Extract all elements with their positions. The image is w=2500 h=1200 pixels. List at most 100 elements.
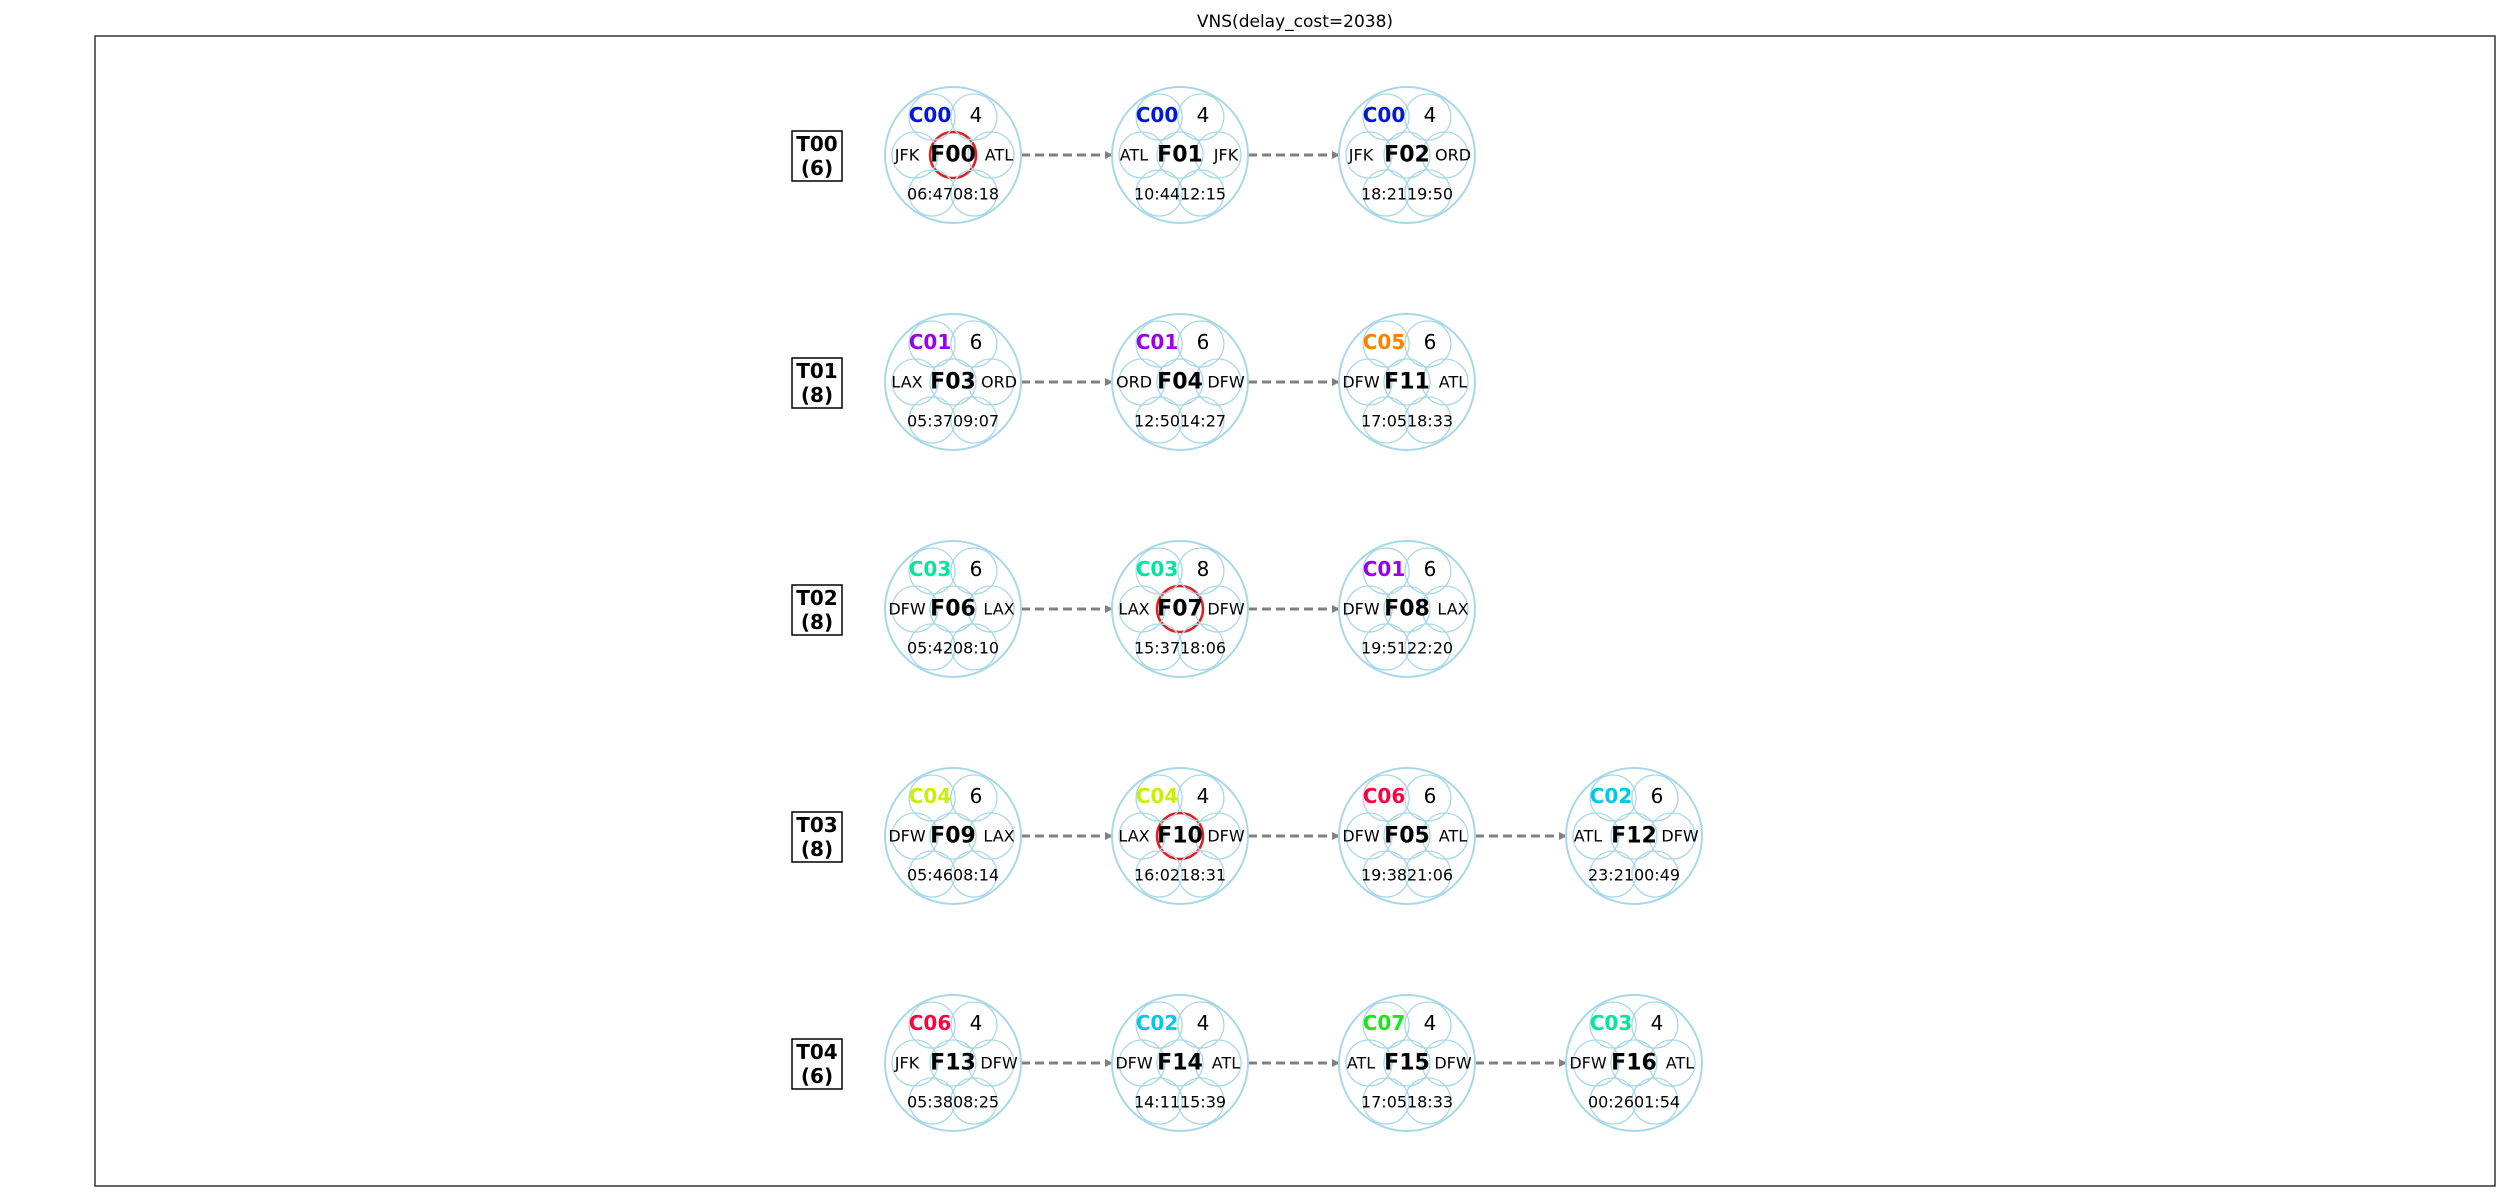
capacity: 6 [970,330,983,354]
flight-node: C06 4 JFK F13 DFW 05:38 08:25 [884,994,1022,1132]
destination-airport: LAX [983,600,1014,619]
crew-id: C04 [1136,784,1179,808]
flight-node: C06 6 DFW F05 ATL 19:38 21:06 [1338,767,1476,905]
crew-id: C03 [1590,1011,1633,1035]
crew-id: C06 [1363,784,1406,808]
flight-inner-circle [1135,396,1183,444]
flight-inner-circle [1631,1077,1679,1125]
arrival-time: 08:14 [953,866,999,885]
flight-outer-circle [1338,540,1476,678]
arrival-time: 09:07 [953,412,999,431]
flight-inner-circle [1135,850,1183,898]
flight-node: C02 6 ATL F12 DFW 23:21 00:49 [1565,767,1703,905]
flight-node: C01 6 DFW F08 LAX 19:51 22:20 [1338,540,1476,678]
destination-airport: DFW [980,1054,1018,1073]
truck-id: T01 [796,359,837,383]
flight-outer-circle [1111,86,1249,224]
flight-outer-circle [1338,767,1476,905]
destination-airport: DFW [1207,373,1245,392]
crew-id: C04 [909,784,952,808]
flight-id: F14 [1157,1051,1203,1076]
crew-id: C03 [909,557,952,581]
crew-id: C03 [1136,557,1179,581]
destination-airport: DFW [1434,1054,1472,1073]
destination-airport: JFK [1213,146,1239,165]
flight-id: F06 [930,597,976,622]
departure-time: 05:42 [907,639,953,658]
flight-inner-circle [1631,850,1679,898]
diagram-title: VNS(delay_cost=2038) [1197,12,1393,32]
origin-airport: DFW [1569,1054,1607,1073]
flight-inner-circle [1589,1077,1637,1125]
destination-airport: ATL [1439,373,1467,392]
flight-inner-circle [1610,812,1658,860]
flight-node: C05 6 DFW F11 ATL 17:05 18:33 [1338,313,1476,451]
origin-airport: JFK [1348,146,1374,165]
arrival-time: 08:25 [953,1093,999,1112]
crew-id: C01 [909,330,952,354]
crew-id: C01 [1136,330,1179,354]
origin-airport: DFW [1342,600,1380,619]
flight-id: F12 [1611,824,1657,849]
flight-inner-circle [908,1077,956,1125]
flight-node: C03 8 LAX F07 DFW 15:37 18:06 [1111,540,1249,678]
destination-airport: DFW [1207,600,1245,619]
origin-airport: ATL [1347,1054,1375,1073]
arrival-time: 18:33 [1407,1093,1453,1112]
flight-inner-circle [929,812,977,860]
flight-id: F00 [930,143,976,168]
departure-time: 19:51 [1361,639,1407,658]
flight-outer-circle [884,540,1022,678]
departure-time: 00:26 [1588,1093,1634,1112]
flight-inner-circle [1589,850,1637,898]
flight-id: F02 [1384,143,1430,168]
flight-outer-circle [1111,767,1249,905]
departure-time: 14:11 [1134,1093,1180,1112]
destination-airport: LAX [983,827,1014,846]
departure-time: 05:38 [907,1093,953,1112]
capacity: 6 [1651,784,1664,808]
destination-airport: ATL [985,146,1013,165]
flight-inner-circle [1177,1077,1225,1125]
truck-value: (8) [801,610,833,634]
truck-id: T03 [796,813,837,837]
crew-id: C07 [1363,1011,1406,1035]
flight-inner-circle [1155,811,1205,861]
flight-id: F07 [1157,597,1203,622]
flight-inner-circle [1383,131,1431,179]
crew-id: C06 [909,1011,952,1035]
capacity: 4 [970,1011,983,1035]
capacity: 4 [1651,1011,1664,1035]
flight-inner-circle [1362,623,1410,671]
flight-node: C03 4 DFW F16 ATL 00:26 01:54 [1565,994,1703,1132]
truck-label-box [791,811,843,863]
truck-label-box [791,130,843,182]
flight-inner-circle [1177,396,1225,444]
truck-id: T00 [796,132,837,156]
flight-inner-circle [1156,131,1204,179]
flight-inner-circle [1177,850,1225,898]
flight-node: C04 6 DFW F09 LAX 05:46 08:14 [884,767,1022,905]
flight-outer-circle [884,86,1022,224]
flight-inner-circle [950,623,998,671]
origin-airport: LAX [891,373,922,392]
departure-time: 12:50 [1134,412,1180,431]
origin-airport: ATL [1574,827,1602,846]
arrival-time: 18:31 [1180,866,1226,885]
origin-airport: DFW [1342,373,1380,392]
flight-inner-circle [1362,396,1410,444]
arrival-time: 14:27 [1180,412,1226,431]
arrival-time: 21:06 [1407,866,1453,885]
capacity: 6 [1424,784,1437,808]
arrival-time: 18:06 [1180,639,1226,658]
flight-id: F09 [930,824,976,849]
capacity: 4 [1424,1011,1437,1035]
capacity: 4 [970,103,983,127]
destination-airport: DFW [1661,827,1699,846]
flight-id: F08 [1384,597,1430,622]
flight-inner-circle [1362,1077,1410,1125]
capacity: 6 [1424,557,1437,581]
origin-airport: ORD [1116,373,1152,392]
flight-inner-circle [1155,584,1205,634]
